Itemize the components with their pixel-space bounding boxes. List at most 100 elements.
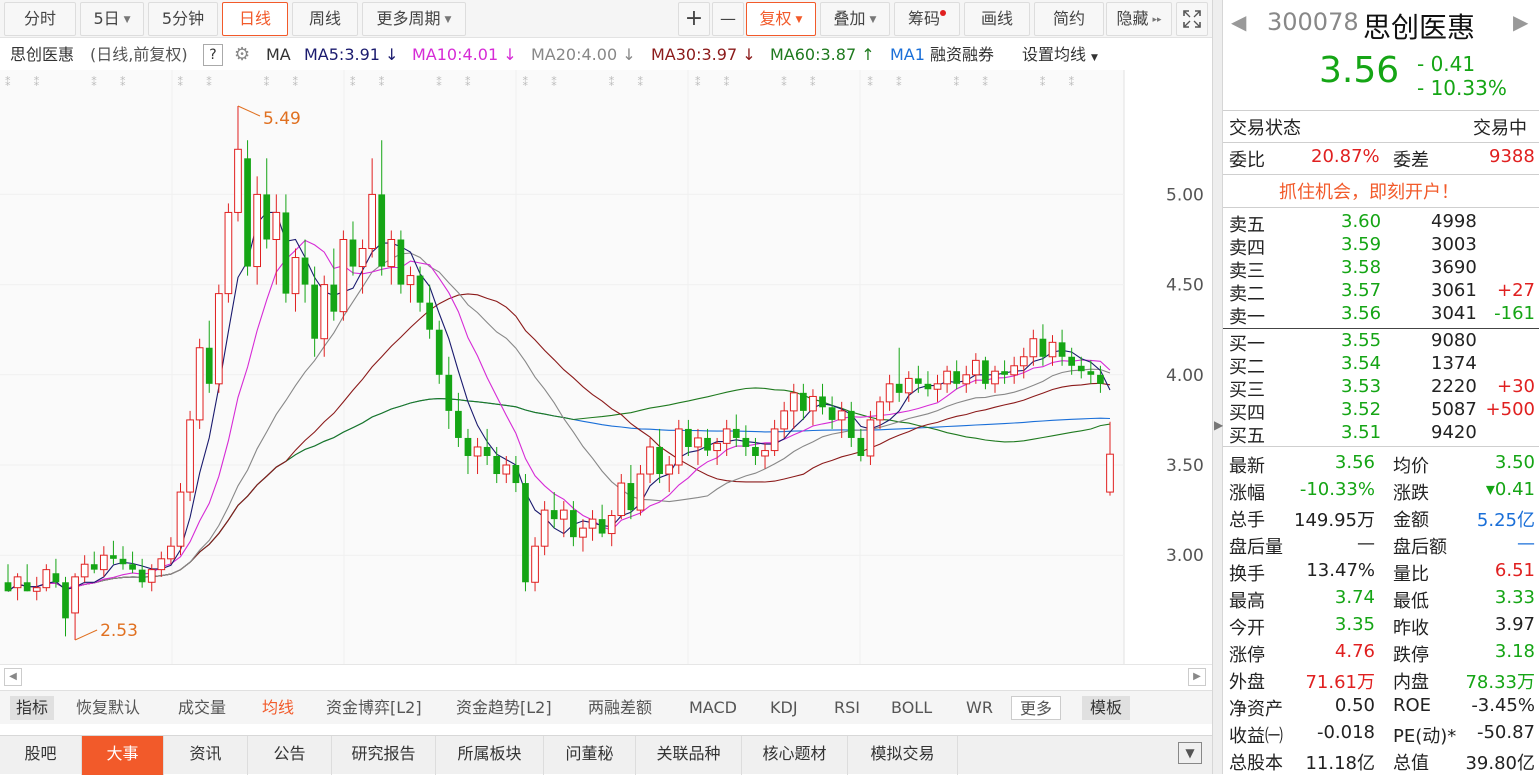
tab-events[interactable]: 大事 [82,736,164,775]
buy-level-price[interactable]: 3.55 [1341,330,1382,351]
candle-body [789,392,798,412]
candle [71,573,79,640]
stat-label: 涨幅 [1229,483,1265,504]
candle-body [971,359,980,376]
tab-sim-trade[interactable]: 模拟交易 [848,736,958,775]
indicator-wr[interactable]: WR [966,698,993,717]
open-account-link[interactable]: 抓住机会，即刻开户！ [1279,182,1459,203]
candle-body [244,158,251,267]
candle [694,428,702,466]
indicator-ma[interactable]: 均线 [262,698,295,717]
gear-icon[interactable]: ⚙ [234,44,251,65]
candle-body [435,329,443,375]
event-mark-icon: ⁑ [609,76,615,89]
indicator-fund-game[interactable]: 资金博弈[L2] [326,698,422,717]
next-stock-icon[interactable]: ▶ [1513,10,1529,34]
tab-ask-secretary[interactable]: 问董秘 [544,736,636,775]
candle [263,158,271,249]
tab-core-themes[interactable]: 核心题材 [742,736,848,775]
candle-body [90,564,98,570]
buy-level-price[interactable]: 3.53 [1341,376,1382,397]
y-tick-label: 5.00 [1166,185,1204,205]
scroll-left-icon[interactable]: ◀ [4,668,22,686]
indicator-macd[interactable]: MACD [689,698,737,717]
fuquan-dropdown[interactable]: 复权 ▼ [746,2,816,36]
candle [1029,329,1038,366]
zoom-in-button[interactable]: + [678,2,710,36]
tab-guba[interactable]: 股吧 [0,736,82,775]
restore-default-button[interactable]: 恢复默认 [76,698,141,717]
indicator-boll[interactable]: BOLL [891,698,933,717]
stat-label: 换手 [1229,564,1265,585]
tab-fenshi[interactable]: 分时 [4,2,76,36]
draw-line-button[interactable]: 画线 [964,2,1030,36]
candle-body [656,446,663,475]
tab-daily[interactable]: 日线 [222,2,288,36]
panel-collapse-handle[interactable]: ▶ [1212,0,1223,774]
tab-weekly[interactable]: 周线 [292,2,358,36]
sell-level-price[interactable]: 3.59 [1341,234,1382,255]
candle [953,360,961,390]
indicator-volume[interactable]: 成交量 [178,698,227,717]
more-periods-dropdown[interactable]: 更多周期 ▼ [362,2,466,36]
price-change: - 0.41 [1417,52,1476,76]
indicator-kdj[interactable]: KDJ [770,698,798,717]
stat-label: 涨跌 [1393,483,1429,504]
sell-level-price[interactable]: 3.58 [1341,257,1382,278]
overlay-dropdown[interactable]: 叠加 ▼ [820,2,890,36]
event-mark-icon: ⁑ [34,76,40,89]
tab-announcements[interactable]: 公告 [248,736,332,775]
ma10-text: MA10:4.01 [412,45,499,64]
sell-level-price[interactable]: 3.56 [1341,303,1382,324]
tab-related[interactable]: 关联品种 [636,736,742,775]
download-icon[interactable]: ▼ [1178,742,1202,764]
chips-button[interactable]: 筹码 [894,2,960,36]
stat-label: 涨停 [1229,645,1265,666]
help-icon[interactable]: ? [203,44,223,66]
buy-level-price[interactable]: 3.51 [1341,422,1382,443]
tab-sector[interactable]: 所属板块 [436,736,544,775]
candle [435,320,443,384]
chart-scrollbar[interactable]: ◀ ▶ [0,664,1212,690]
candle-body [914,378,922,384]
candle [378,140,386,276]
indicator-fund-trend[interactable]: 资金趋势[L2] [456,698,552,717]
sell-level-price[interactable]: 3.60 [1341,211,1382,232]
buy-level-price[interactable]: 3.54 [1341,353,1382,374]
buy-level-price[interactable]: 3.52 [1341,399,1382,420]
indicator-margin-diff[interactable]: 两融差额 [588,698,653,717]
indicator-rsi[interactable]: RSI [834,698,860,717]
indicator-label[interactable]: 指标 [10,696,55,720]
tab-5min[interactable]: 5分钟 [148,2,218,36]
sell-level-price[interactable]: 3.57 [1341,280,1382,301]
ma-settings-dropdown[interactable]: 设置均线 ▼ [1022,40,1098,73]
candle [570,501,577,547]
tab-research[interactable]: 研究报告 [332,736,436,775]
tab-5day[interactable]: 5日 ▼ [80,2,144,36]
scroll-right-icon[interactable]: ▶ [1188,668,1206,686]
stat-label: 盘后量 [1229,537,1283,558]
candlestick-chart[interactable]: ⁑ ⁑ ⁑ ⁑ ⁑ ⁑ ⁑ ⁑ ⁑ ⁑ ⁑ ⁑ ⁑ ⁑ ⁑ ⁑ ⁑ ⁑ ⁑ ⁑ ⁑ ⁑ ⁑ ⁑ ⁑ ⁑ 5.00 4.50 4.00 3… [0,70,1212,664]
hide-button[interactable]: 隐藏 ▸▸ [1106,2,1172,36]
margin-trading-label[interactable]: 融资融券 [930,45,995,64]
candle-body [339,239,348,313]
tab-news[interactable]: 资讯 [164,736,248,775]
stat-value: 3.18 [1494,641,1535,662]
buy-level-change: +30 [1497,376,1535,397]
prev-stock-icon[interactable]: ◀ [1231,10,1247,34]
fullscreen-icon[interactable] [1176,2,1208,36]
collapse-arrow-icon[interactable]: ▶ [1214,418,1224,432]
candle [742,425,750,456]
indicator-more-button[interactable]: 更多 [1011,696,1062,720]
ma60-text: MA60:3.87 [770,45,857,64]
stat-value: — [1517,533,1535,554]
zoom-out-button[interactable]: — [712,2,744,36]
candle-body [674,428,683,466]
simple-button[interactable]: 简约 [1034,2,1104,36]
candle [1106,421,1114,496]
template-button[interactable]: 模板 [1082,696,1131,720]
candle-body [224,211,233,295]
stat-label: 昨收 [1393,618,1429,639]
weibi-value: 20.87% [1311,146,1380,167]
candle-body [1097,374,1104,384]
